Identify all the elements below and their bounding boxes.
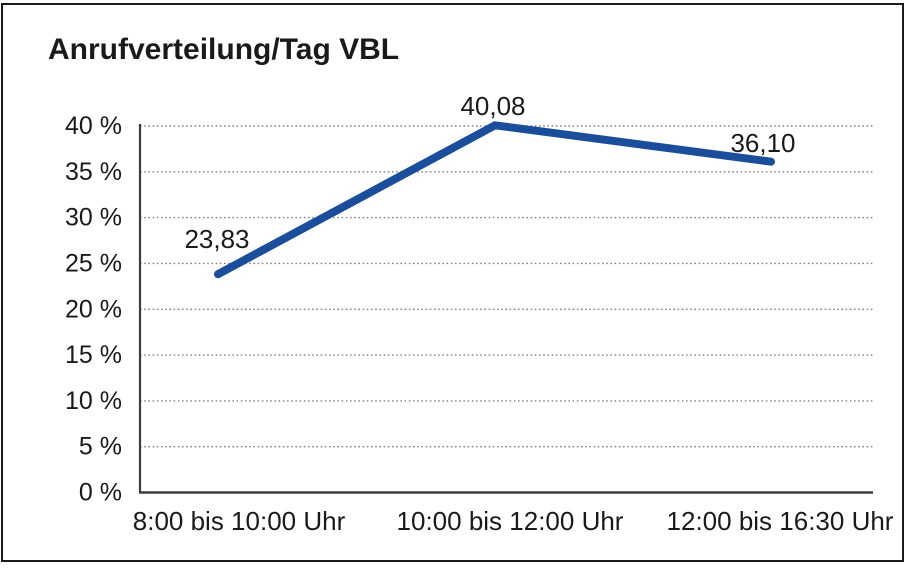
series-line [214,121,775,279]
y-tick-label: 10 % [65,387,122,415]
y-tick-label: 30 % [65,204,122,232]
y-tick-label: 25 % [65,249,122,277]
y-tick-label: 0 % [79,479,122,507]
data-point-label: 23,83 [184,224,249,254]
figure-border [1,3,904,562]
chart-title: Anrufverteilung/Tag VBL [48,33,400,66]
x-category-label: 8:00 bis 10:00 Uhr [133,506,346,536]
y-tick-label: 15 % [65,341,122,369]
x-category-label: 10:00 bis 12:00 Uhr [397,506,624,536]
y-tick-label: 5 % [79,433,122,461]
y-tick-label: 35 % [65,158,122,186]
y-tick-label: 20 % [65,295,122,323]
data-point-label: 40,08 [460,91,525,121]
x-category-label: 12:00 bis 16:30 Uhr [667,506,894,536]
y-tick-label: 40 % [65,112,122,140]
data-point-label: 36,10 [730,128,795,158]
